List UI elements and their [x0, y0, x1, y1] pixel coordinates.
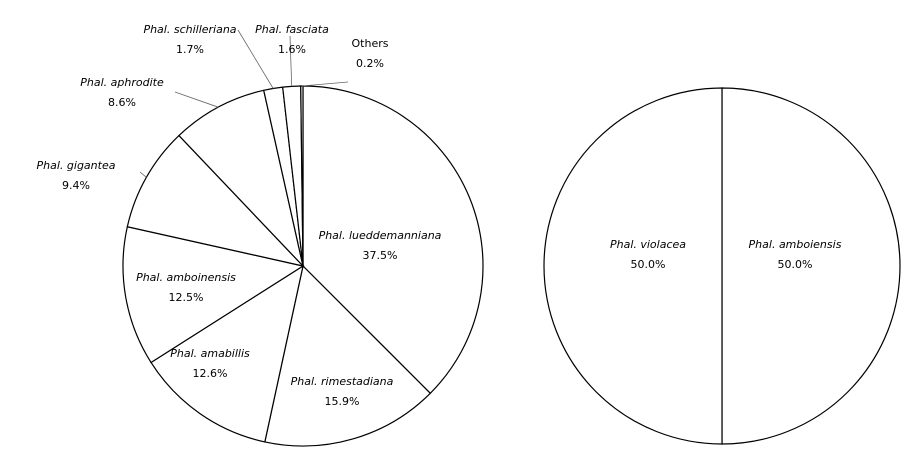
- slice-label: 37.5%: [363, 249, 398, 262]
- slice-name: Phal. amboinensis: [136, 271, 236, 284]
- slice-label: 9.4%: [62, 179, 90, 192]
- slice-name: Phal. aphrodite: [80, 76, 164, 89]
- slice-label: 8.6%: [108, 96, 136, 109]
- pie-slice: [543, 87, 723, 445]
- slice-label: 50.0%: [778, 258, 813, 271]
- leader-line: [289, 35, 293, 87]
- slice-label: 12.5%: [169, 291, 204, 304]
- slice-name: Phal. amboiensis: [749, 238, 842, 251]
- slice-name: Phal. lueddemanniana: [319, 229, 442, 242]
- slice-label: 1.7%: [176, 43, 204, 56]
- leader-line: [174, 91, 219, 108]
- slice-name: Phal. fasciata: [255, 23, 329, 36]
- slice-label: 1.6%: [278, 43, 306, 56]
- pie-slice: [264, 264, 432, 447]
- leader-line: [139, 171, 147, 178]
- slice-name: Phal. amabillis: [170, 347, 250, 360]
- pie-slice: [721, 87, 901, 445]
- slice-name: Phal. violacea: [610, 238, 686, 251]
- slice-label: 0.2%: [356, 57, 384, 70]
- slice-name: Phal. gigantea: [37, 159, 116, 172]
- slice-name: Phal. rimestadiana: [291, 375, 394, 388]
- slice-name: Phal. schilleriana: [143, 23, 236, 36]
- pie-slice: [150, 264, 304, 443]
- leader-line: [237, 29, 274, 89]
- slice-name: Others: [352, 37, 389, 50]
- pie-slice: [122, 226, 305, 364]
- slice-label: 12.6%: [193, 367, 228, 380]
- slice-label: 15.9%: [325, 395, 360, 408]
- pie-slice: [178, 89, 305, 268]
- slice-label: 50.0%: [631, 258, 666, 271]
- leader-line: [301, 81, 349, 87]
- pie-slice: [302, 85, 484, 395]
